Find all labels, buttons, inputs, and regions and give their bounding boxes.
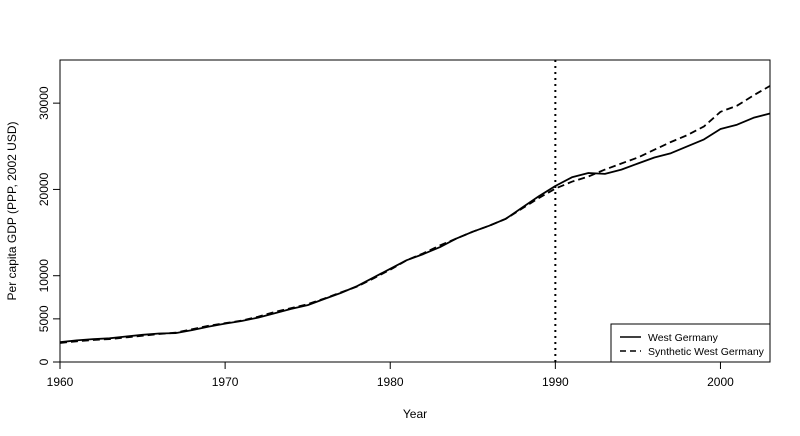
y-tick-label-30000: 30000 xyxy=(37,86,51,120)
x-axis: 1960 1970 1980 1990 2000 xyxy=(47,362,734,389)
y-axis-label: Per capita GDP (PPP, 2002 USD) xyxy=(5,122,19,301)
x-tick-label-1970: 1970 xyxy=(212,375,239,389)
series-line-synthetic-west-germany xyxy=(59,85,771,344)
legend-label-synthetic-west-germany: Synthetic West Germany xyxy=(648,346,765,358)
x-tick-label-2000: 2000 xyxy=(707,375,734,389)
x-axis-label: Year xyxy=(403,407,427,421)
y-tick-label-0: 0 xyxy=(37,358,51,365)
plot-frame xyxy=(59,59,771,363)
legend: West Germany Synthetic West Germany xyxy=(610,323,771,363)
x-tick-label-1960: 1960 xyxy=(47,375,74,389)
series-line-west-germany xyxy=(59,112,771,344)
legend-box xyxy=(610,323,771,363)
y-tick-label-5000: 5000 xyxy=(37,305,51,332)
legend-label-west-germany: West Germany xyxy=(648,332,719,344)
y-tick-label-10000: 10000 xyxy=(37,259,51,293)
x-tick-label-1980: 1980 xyxy=(377,375,404,389)
series-lines xyxy=(59,85,771,344)
y-tick-label-20000: 20000 xyxy=(37,172,51,206)
y-axis: 0 5000 10000 20000 30000 xyxy=(37,86,60,365)
x-tick-label-1990: 1990 xyxy=(542,375,569,389)
